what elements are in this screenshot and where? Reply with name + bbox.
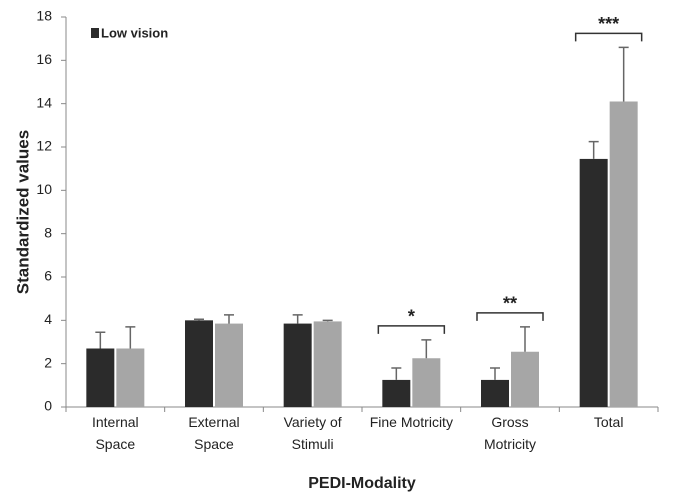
significance-label: * bbox=[408, 307, 415, 327]
bar bbox=[609, 101, 638, 407]
y-tick-label: 16 bbox=[36, 51, 52, 67]
error-bar bbox=[224, 314, 234, 324]
error-bar bbox=[490, 367, 500, 380]
x-axis-label: PEDI-Modality bbox=[308, 475, 416, 492]
error-bar bbox=[292, 314, 303, 324]
bar bbox=[283, 323, 312, 407]
x-tick-label: Gross Motricity bbox=[483, 414, 537, 452]
error-bar bbox=[125, 326, 136, 349]
bar bbox=[511, 351, 539, 407]
bar bbox=[116, 348, 145, 407]
y-tick-label: 12 bbox=[36, 138, 52, 154]
y-tick-label: 4 bbox=[44, 311, 52, 327]
error-bar bbox=[520, 326, 530, 352]
legend-swatch bbox=[91, 28, 99, 38]
error-bar bbox=[588, 140, 599, 159]
error-bar bbox=[421, 339, 432, 359]
error-bar bbox=[391, 367, 402, 380]
bar bbox=[382, 379, 411, 407]
bar bbox=[313, 321, 342, 407]
y-tick-label: 8 bbox=[44, 224, 52, 240]
y-tick-label: 0 bbox=[44, 398, 52, 414]
legend-label: Low vision bbox=[101, 25, 168, 40]
bar bbox=[215, 323, 243, 407]
bar bbox=[86, 348, 115, 407]
bar bbox=[481, 379, 509, 407]
significance-bracket bbox=[377, 325, 446, 334]
y-tick-label: 18 bbox=[36, 8, 52, 24]
error-bar bbox=[95, 331, 106, 349]
bar bbox=[185, 320, 213, 407]
x-tick-label: Total bbox=[593, 414, 624, 430]
x-tick-label: Variety of Stimuli bbox=[283, 414, 342, 452]
error-bar bbox=[322, 319, 333, 322]
x-tick-label: Internal Space bbox=[91, 414, 139, 452]
significance-label: *** bbox=[598, 14, 619, 34]
significance-label: ** bbox=[503, 294, 517, 314]
y-axis-label: Standardized values bbox=[13, 130, 32, 294]
y-tick-label: 2 bbox=[44, 354, 52, 370]
x-tick-label: External Space bbox=[188, 414, 240, 452]
y-tick-label: 14 bbox=[36, 94, 52, 110]
significance-bracket bbox=[574, 32, 643, 42]
error-bar bbox=[194, 318, 204, 321]
bar bbox=[412, 358, 441, 407]
error-bar bbox=[618, 46, 629, 102]
significance-bracket bbox=[476, 312, 544, 321]
y-tick-label: 10 bbox=[36, 181, 52, 197]
bar bbox=[579, 158, 608, 407]
y-tick-label: 6 bbox=[44, 268, 52, 284]
x-tick-label: Fine Motricity bbox=[369, 414, 453, 430]
